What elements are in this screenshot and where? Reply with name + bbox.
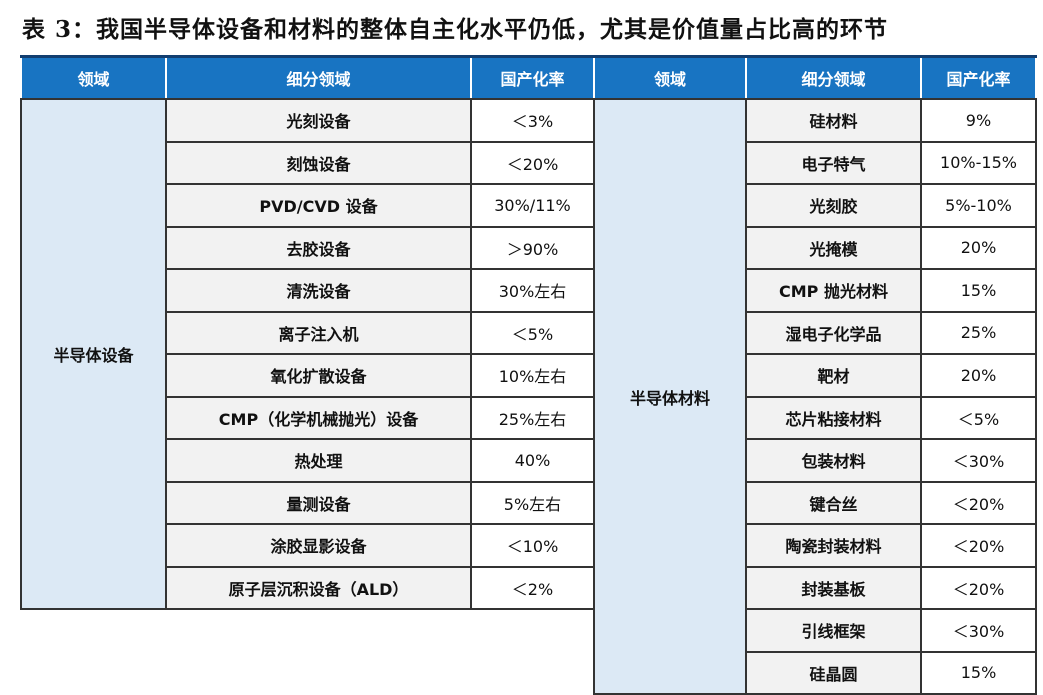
table-row: 键合丝 ＜20% bbox=[594, 480, 1037, 525]
header-domain: 领域 bbox=[20, 55, 167, 100]
rate-cell: 20% bbox=[920, 225, 1037, 270]
table-row: 去胶设备 ＞90% bbox=[21, 225, 595, 270]
table-row: 清洗设备 30%左右 bbox=[21, 268, 595, 313]
table-row: 引线框架 ＜30% bbox=[594, 608, 1037, 653]
subdomain-cell: 光掩模 bbox=[745, 225, 922, 270]
domain-cell: 半导体材料 bbox=[593, 98, 747, 695]
subdomain-cell: 光刻设备 bbox=[165, 98, 472, 143]
table-row: 氧化扩散设备 10%左右 bbox=[21, 353, 595, 398]
table-row: 芯片粘接材料 ＜5% bbox=[594, 395, 1037, 440]
subdomain-cell: 封装基板 bbox=[745, 565, 922, 610]
subdomain-cell: 去胶设备 bbox=[165, 225, 472, 270]
subdomain-cell: 离子注入机 bbox=[165, 310, 472, 355]
table-row: CMP 抛光材料 15% bbox=[594, 268, 1037, 313]
rate-cell: ＜20% bbox=[920, 565, 1037, 610]
rate-cell: 10%-15% bbox=[920, 140, 1037, 185]
rate-cell: ＜5% bbox=[920, 395, 1037, 440]
subdomain-cell: 刻蚀设备 bbox=[165, 140, 472, 185]
table-row: 封装基板 ＜20% bbox=[594, 565, 1037, 610]
rate-cell: ＜30% bbox=[920, 608, 1037, 653]
rate-cell: ＜2% bbox=[470, 565, 595, 610]
table-row: 硅晶圆 15% bbox=[594, 650, 1037, 695]
rate-cell: 10%左右 bbox=[470, 353, 595, 398]
rate-cell: ＜20% bbox=[920, 523, 1037, 568]
header-rate: 国产化率 bbox=[470, 55, 595, 100]
table-row: 涂胶显影设备 ＜10% bbox=[21, 523, 595, 568]
rate-cell: 25%左右 bbox=[470, 395, 595, 440]
rate-cell: ＞90% bbox=[470, 225, 595, 270]
rate-cell: ＜3% bbox=[470, 98, 595, 143]
rate-cell: 9% bbox=[920, 98, 1037, 143]
rate-cell: 15% bbox=[920, 650, 1037, 695]
rate-cell: 30%左右 bbox=[470, 268, 595, 313]
subdomain-cell: 湿电子化学品 bbox=[745, 310, 922, 355]
table-row: PVD/CVD 设备 30%/11% bbox=[21, 183, 595, 228]
subdomain-cell: 原子层沉积设备（ALD） bbox=[165, 565, 472, 610]
header-subdomain: 细分领域 bbox=[745, 55, 922, 100]
subdomain-cell: 硅材料 bbox=[745, 98, 922, 143]
subdomain-cell: CMP（化学机械抛光）设备 bbox=[165, 395, 472, 440]
table-row: 包装材料 ＜30% bbox=[594, 438, 1037, 483]
rate-cell: 25% bbox=[920, 310, 1037, 355]
subdomain-cell: 包装材料 bbox=[745, 438, 922, 483]
rate-cell: 30%/11% bbox=[470, 183, 595, 228]
domain-cell: 半导体设备 bbox=[20, 98, 167, 610]
header-rate: 国产化率 bbox=[920, 55, 1037, 100]
rate-cell: 40% bbox=[470, 438, 595, 483]
rate-cell: 5%左右 bbox=[470, 480, 595, 525]
table-row: 热处理 40% bbox=[21, 438, 595, 483]
rate-cell: ＜5% bbox=[470, 310, 595, 355]
subdomain-cell: PVD/CVD 设备 bbox=[165, 183, 472, 228]
rate-cell: ＜20% bbox=[470, 140, 595, 185]
subdomain-cell: 硅晶圆 bbox=[745, 650, 922, 695]
subdomain-cell: 键合丝 bbox=[745, 480, 922, 525]
subdomain-cell: 光刻胶 bbox=[745, 183, 922, 228]
header-domain: 领域 bbox=[593, 55, 747, 100]
header-subdomain: 细分领域 bbox=[165, 55, 472, 100]
table-row: 半导体材料 硅材料 9% bbox=[593, 98, 1037, 695]
subdomain-cell: 芯片粘接材料 bbox=[745, 395, 922, 440]
table-row: 电子特气 10%-15% bbox=[594, 140, 1037, 185]
subdomain-cell: 量测设备 bbox=[165, 480, 472, 525]
subdomain-cell: 氧化扩散设备 bbox=[165, 353, 472, 398]
table-row: 光刻胶 5%-10% bbox=[594, 183, 1037, 228]
rate-cell: ＜30% bbox=[920, 438, 1037, 483]
table-row: 靶材 20% bbox=[594, 353, 1037, 398]
table-row: 光掩模 20% bbox=[594, 225, 1037, 270]
subdomain-cell: 引线框架 bbox=[745, 608, 922, 653]
table-row: 半导体设备 光刻设备 ＜3% bbox=[20, 98, 595, 610]
subdomain-cell: 涂胶显影设备 bbox=[165, 523, 472, 568]
rate-cell: 15% bbox=[920, 268, 1037, 313]
subdomain-cell: CMP 抛光材料 bbox=[745, 268, 922, 313]
table-row: 刻蚀设备 ＜20% bbox=[21, 140, 595, 185]
subdomain-cell: 热处理 bbox=[165, 438, 472, 483]
table-row: 离子注入机 ＜5% bbox=[21, 310, 595, 355]
materials-table: 领域 细分领域 国产化率 半导体材料 硅材料 9% 电子特气 10%-15% 光刻胶 5%-… bbox=[593, 55, 1037, 695]
table-row: 湿电子化学品 25% bbox=[594, 310, 1037, 355]
rate-cell: 20% bbox=[920, 353, 1037, 398]
subdomain-cell: 电子特气 bbox=[745, 140, 922, 185]
table-row: 原子层沉积设备（ALD） ＜2% bbox=[21, 565, 595, 610]
table-title: 表 3：我国半导体设备和材料的整体自主化水平仍低，尤其是价值量占比高的环节 bbox=[22, 16, 889, 43]
table-row: 量测设备 5%左右 bbox=[21, 480, 595, 525]
subdomain-cell: 清洗设备 bbox=[165, 268, 472, 313]
table-row: 陶瓷封装材料 ＜20% bbox=[594, 523, 1037, 568]
subdomain-cell: 靶材 bbox=[745, 353, 922, 398]
rate-cell: ＜20% bbox=[920, 480, 1037, 525]
rate-cell: 5%-10% bbox=[920, 183, 1037, 228]
subdomain-cell: 陶瓷封装材料 bbox=[745, 523, 922, 568]
table-row: CMP（化学机械抛光）设备 25%左右 bbox=[21, 395, 595, 440]
rate-cell: ＜10% bbox=[470, 523, 595, 568]
equipment-table: 领域 细分领域 国产化率 半导体设备 光刻设备 ＜3% 刻蚀设备 ＜20% PVD/CVD… bbox=[20, 55, 595, 610]
